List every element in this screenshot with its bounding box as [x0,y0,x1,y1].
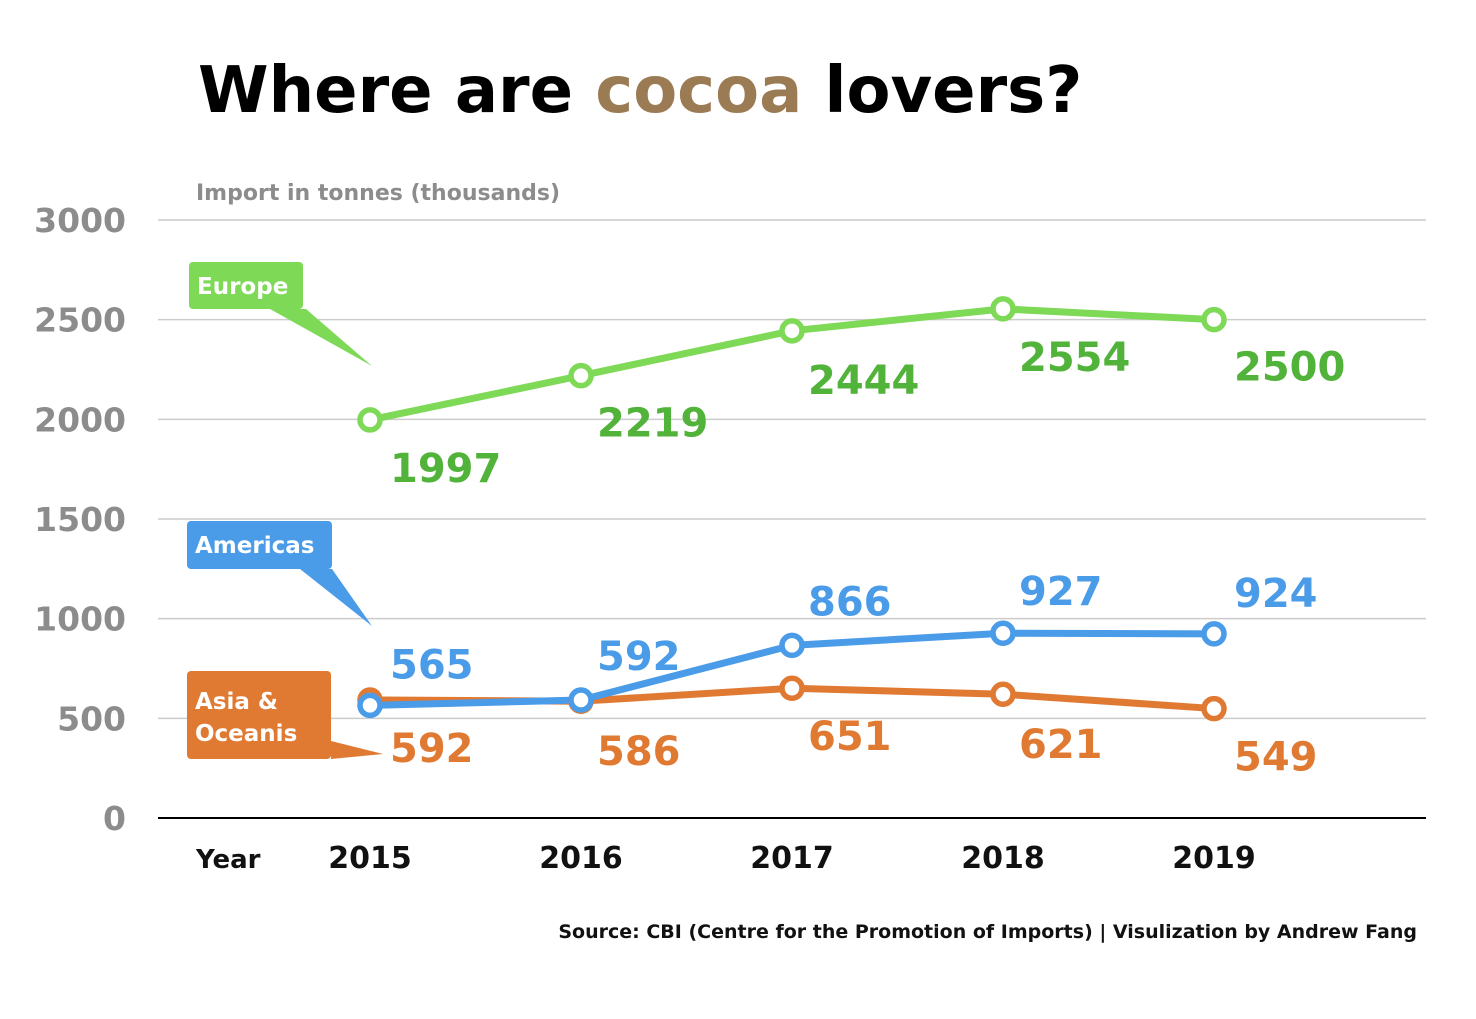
x-tick-2016: 2016 [539,841,623,876]
chart-title: Where are cocoa lovers? [198,54,1082,128]
data-point-americas-2019 [1201,621,1227,647]
data-labels: 1997 2219 2444 2554 2500 565 592 866 927 924 592 58… [390,335,1345,781]
y-tick-labels: 0 500 1000 1500 2000 2500 3000 [34,201,126,838]
x-tick-2015: 2015 [328,841,412,876]
data-label-americas-2015: 565 [390,642,474,688]
x-tick-2019: 2019 [1172,841,1256,876]
callout-europe: Europe [189,262,372,366]
data-label-asia-2016: 586 [597,729,681,775]
data-point-europe-2016 [568,362,594,389]
data-point-europe-2018 [990,296,1016,322]
data-point-asia-2017 [779,675,805,701]
callout-label-americas: Americas [195,533,314,559]
data-point-americas-2016 [568,687,594,713]
callout-label-asia: Asia & [195,689,278,715]
callout-pointer-europe [270,309,372,366]
title-highlight-cocoa: cocoa [595,54,802,128]
callout-label-europe: Europe [197,274,288,300]
data-label-europe-2019: 2500 [1234,345,1345,391]
callout-asia: Asia & Oceanis [187,671,383,759]
callout-box-americas [187,521,332,569]
callout-pointer-americas [300,569,372,626]
data-point-europe-2017 [779,318,805,344]
y-tick-0: 0 [103,799,126,838]
data-label-asia-2019: 549 [1234,735,1318,781]
y-tick-1000: 1000 [34,600,126,639]
callout-americas: Americas [187,521,372,626]
data-label-americas-2017: 866 [808,579,892,625]
data-label-europe-2016: 2219 [597,401,708,447]
x-tick-labels: 2015 2016 2017 2018 2019 [328,841,1256,876]
data-label-europe-2018: 2554 [1019,335,1130,381]
callout-box-asia [187,671,331,759]
x-tick-2018: 2018 [961,841,1045,876]
data-point-europe-2019 [1201,306,1227,333]
x-axis-label: Year [195,845,261,875]
series-callouts: Europe Americas Asia & Oceanis [187,262,383,759]
series-points [357,296,1227,722]
data-point-asia-2019 [1201,695,1227,722]
data-point-asia-2018 [990,681,1016,707]
data-label-asia-2015: 592 [390,726,474,772]
y-tick-500: 500 [57,699,126,738]
data-point-europe-2015 [357,407,383,433]
source-note: Source: CBI (Centre for the Promotion of… [558,921,1417,943]
y-axis-label: Import in tonnes (thousands) [196,181,560,206]
data-point-americas-2018 [990,620,1016,646]
data-label-americas-2016: 592 [597,634,681,680]
title-part-2: lovers? [802,54,1082,128]
data-label-europe-2015: 1997 [390,446,501,492]
data-label-europe-2017: 2444 [808,358,919,404]
y-tick-3000: 3000 [34,201,126,240]
callout-box-europe [189,262,303,309]
data-point-americas-2017 [779,632,805,659]
title-part-1: Where are [198,54,595,128]
data-label-asia-2018: 621 [1019,722,1103,768]
callout-label-asia: Oceanis [195,721,297,747]
data-label-asia-2017: 651 [808,714,892,760]
data-point-americas-2015 [357,692,383,719]
y-tick-1500: 1500 [34,500,126,539]
data-label-americas-2019: 924 [1234,571,1318,617]
y-tick-2000: 2000 [34,400,126,439]
x-tick-2017: 2017 [750,841,834,876]
data-label-americas-2018: 927 [1019,569,1103,615]
callout-pointer-asia [331,741,383,759]
y-tick-2500: 2500 [34,301,126,340]
